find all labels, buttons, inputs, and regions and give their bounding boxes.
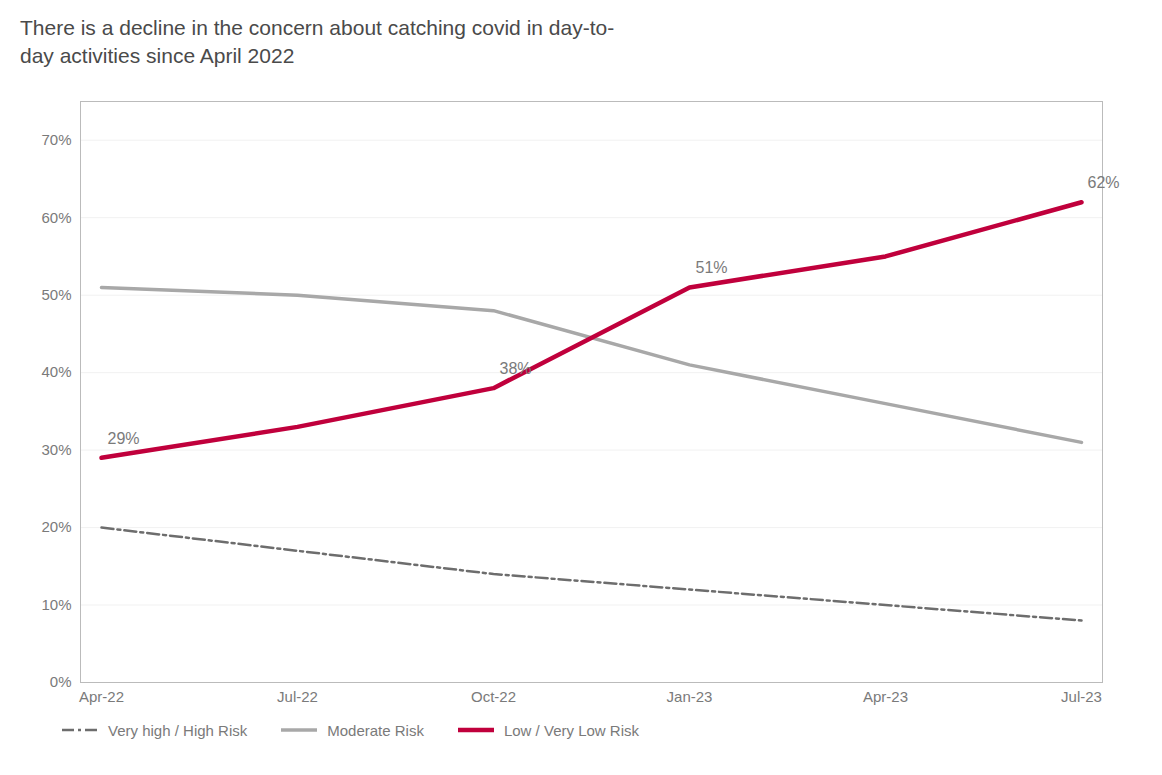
svg-text:Jul-22: Jul-22 (277, 688, 318, 705)
svg-text:51%: 51% (696, 259, 728, 276)
svg-text:10%: 10% (41, 596, 71, 613)
svg-text:Jul-23: Jul-23 (1061, 688, 1102, 705)
svg-text:29%: 29% (108, 430, 140, 447)
html-text:There is a decline in the conc: There is a decline in the concern about … (20, 16, 615, 68)
svg-text:Apr-22: Apr-22 (79, 688, 124, 705)
svg-text:60%: 60% (41, 208, 71, 225)
svg-text:50%: 50% (41, 286, 71, 303)
svg-text:30%: 30% (41, 441, 71, 458)
svg-text:0%: 0% (50, 673, 72, 690)
svg-text:Apr-23: Apr-23 (863, 688, 908, 705)
svg-text:Jan-23: Jan-23 (667, 688, 713, 705)
svg-text:20%: 20% (41, 518, 71, 535)
html-text:Very high / High Risk: Very high / High Risk (108, 721, 248, 739)
html-text:Moderate Risk: Moderate Risk (327, 721, 424, 739)
svg-text:40%: 40% (41, 363, 71, 380)
svg-text:70%: 70% (41, 131, 71, 148)
svg-text:Oct-22: Oct-22 (471, 688, 516, 705)
html-text:Low / Very Low Risk: Low / Very Low Risk (503, 721, 639, 739)
svg-text:62%: 62% (1088, 174, 1120, 191)
svg-text:38%: 38% (500, 360, 532, 377)
